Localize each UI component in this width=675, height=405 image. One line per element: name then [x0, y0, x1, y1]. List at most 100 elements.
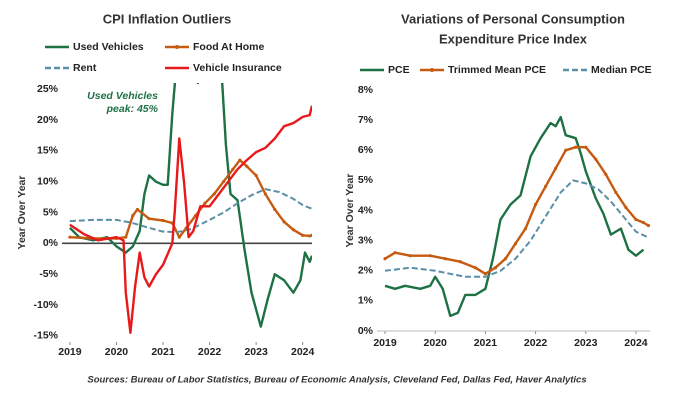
series-marker: [458, 260, 462, 264]
y-tick-label: 5%: [43, 206, 59, 218]
series-marker: [513, 242, 518, 246]
plot-area: [383, 115, 650, 318]
y-tick-label: 0%: [358, 325, 374, 337]
y-tick-label: 25%: [37, 83, 59, 95]
legend-label: Rent: [73, 62, 97, 74]
legend-label: Food At Home: [193, 41, 265, 53]
series-marker: [646, 223, 650, 228]
series-marker: [301, 233, 305, 237]
series-marker: [523, 226, 528, 231]
series-line: [69, 188, 312, 234]
series-marker: [584, 145, 588, 149]
x-tick-label: 2020: [424, 337, 448, 349]
series-marker: [428, 254, 432, 258]
series-marker: [624, 205, 628, 210]
y-tick-label: 0%: [43, 237, 59, 249]
plot-area: [68, 83, 312, 334]
x-tick-label: 2024: [624, 337, 648, 349]
y-tick-label: 10%: [37, 175, 59, 187]
y-tick-label: -15%: [33, 330, 58, 342]
x-tick-label: 2019: [373, 337, 397, 349]
series-marker: [483, 272, 487, 276]
series-marker: [231, 167, 235, 171]
annotation: peak: 45%: [106, 103, 159, 115]
y-tick-label: 15%: [37, 145, 59, 157]
series-marker: [614, 190, 618, 195]
series-marker: [533, 202, 538, 207]
series-marker: [131, 213, 135, 218]
series-marker: [254, 173, 258, 178]
chart-title: CPI Inflation Outliers: [103, 11, 232, 26]
y-tick-label: 2%: [358, 265, 374, 277]
y-tick-label: 20%: [37, 114, 59, 126]
legend-label: Trimmed Mean PCE: [448, 64, 546, 76]
series-line: [69, 83, 312, 328]
y-tick-label: 7%: [358, 114, 374, 126]
series-marker: [604, 172, 608, 176]
series-marker: [282, 220, 286, 224]
x-tick-label: 2019: [58, 346, 82, 358]
y-tick-label: 3%: [358, 234, 374, 246]
series-marker: [493, 266, 498, 270]
chart-title: Variations of Personal Consumption: [401, 11, 625, 26]
x-tick-label: 2021: [151, 346, 175, 358]
series-marker: [594, 157, 598, 161]
series-line: [384, 179, 649, 278]
x-tick-label: 2020: [105, 346, 129, 358]
series-marker: [245, 164, 249, 168]
series-marker: [503, 257, 508, 261]
series-marker: [473, 266, 477, 270]
series-marker: [383, 257, 387, 261]
series-marker: [393, 251, 397, 255]
legend-marker: [175, 45, 179, 49]
series-marker: [135, 207, 140, 212]
series-marker: [221, 180, 226, 184]
x-tick-label: 2024: [291, 346, 315, 358]
series-line: [384, 115, 645, 318]
series-marker: [203, 201, 207, 205]
series-marker: [273, 207, 277, 212]
y-tick-label: 8%: [358, 84, 374, 96]
x-tick-label: 2022: [524, 337, 548, 349]
x-tick-label: 2023: [574, 337, 598, 349]
legend-label: PCE: [388, 64, 410, 76]
y-tick-label: -5%: [39, 268, 58, 280]
series-line: [384, 145, 650, 275]
series-marker: [634, 217, 638, 222]
series-marker: [443, 257, 447, 261]
series-marker: [68, 235, 72, 239]
series-marker: [574, 145, 578, 149]
series-marker: [177, 235, 181, 239]
x-tick-label: 2021: [474, 337, 498, 349]
y-tick-label: 5%: [358, 174, 374, 186]
series-marker: [641, 220, 646, 225]
series-marker: [291, 228, 295, 232]
series-marker: [238, 158, 242, 162]
series-line: [69, 158, 312, 240]
series-line: [69, 105, 312, 334]
legend-label: Vehicle Insurance: [193, 62, 282, 74]
y-tick-label: 6%: [358, 144, 374, 156]
y-tick-label: 4%: [358, 204, 374, 216]
x-tick-label: 2022: [198, 346, 222, 358]
legend-label: Median PCE: [591, 64, 652, 76]
legend-marker: [430, 68, 434, 72]
y-tick-label: -10%: [33, 299, 58, 311]
series-marker: [212, 192, 216, 196]
x-tick-label: 2023: [244, 346, 268, 358]
series-marker: [161, 218, 165, 223]
annotation: Used Vehicles: [87, 90, 158, 102]
y-axis-label: Year Over Year: [16, 176, 28, 250]
series-marker: [564, 148, 568, 152]
footnote: Sources: Bureau of Labor Statistics, Bur…: [87, 375, 586, 386]
series-marker: [124, 235, 128, 239]
y-tick-label: 1%: [358, 295, 374, 307]
series-marker: [263, 192, 268, 196]
series-marker: [310, 233, 312, 237]
legend-label: Used Vehicles: [73, 41, 144, 53]
series-marker: [147, 217, 151, 221]
y-axis-label: Year Over Year: [344, 174, 356, 248]
chart-title: Expenditure Price Index: [439, 31, 588, 46]
series-marker: [544, 184, 548, 188]
